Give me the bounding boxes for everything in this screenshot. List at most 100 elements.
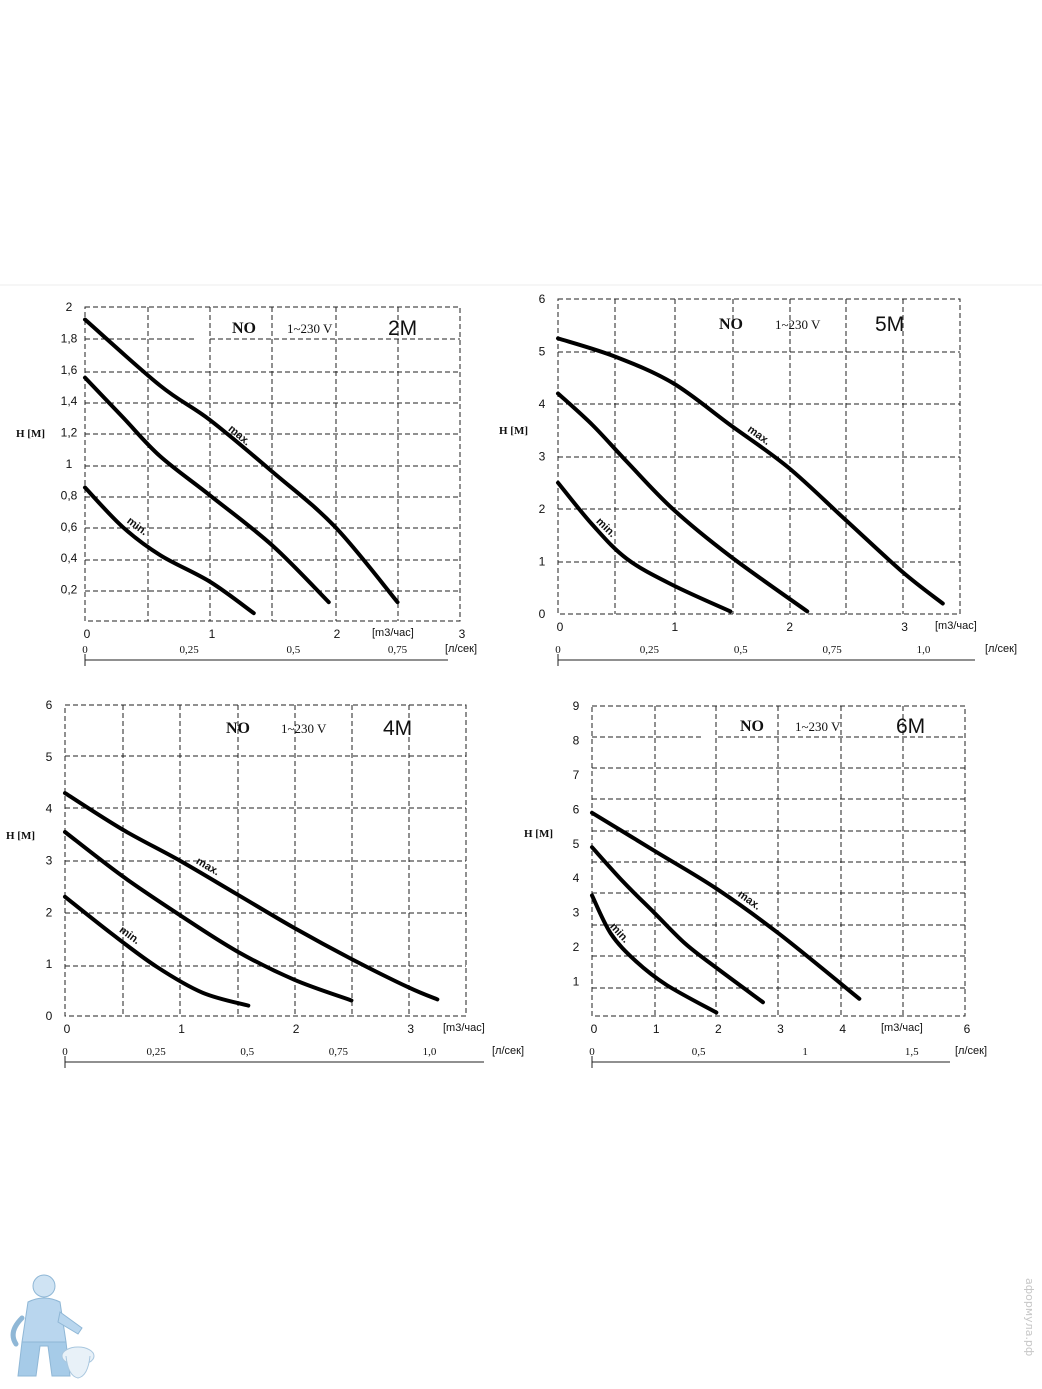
model-title: 5M bbox=[875, 313, 904, 336]
voltage-label: 1~230 V bbox=[775, 317, 821, 332]
x-axis-unit-m3h: [m3/час] bbox=[372, 627, 414, 639]
pump-curve-max bbox=[63, 791, 440, 1002]
pump-curve-mid bbox=[556, 391, 810, 614]
chart-5m: 0 1 2 3 4 5 6 H [M] 0 1 2 3 [m3/час] 0 0,25 0,5 0,75 1,0 [… bbox=[499, 292, 1017, 666]
x2-tick-label: 0,25 bbox=[147, 1046, 167, 1058]
pump-curve-mid bbox=[63, 829, 354, 1003]
x-tick-label: 0 bbox=[591, 1022, 598, 1036]
pump-curve-max bbox=[83, 317, 400, 605]
x2-tick-label: 0,5 bbox=[692, 1046, 706, 1058]
x-axis-unit-ls: [л/сек] bbox=[492, 1045, 524, 1057]
x2-tick-label: 1 bbox=[802, 1046, 808, 1058]
voltage-label: 1~230 V bbox=[795, 719, 841, 734]
y-tick-label: 1 bbox=[539, 555, 546, 569]
pump-curve-max bbox=[590, 810, 862, 1001]
y-tick-label: 0 bbox=[539, 607, 546, 621]
y-tick-label: 4 bbox=[539, 397, 546, 411]
pump-curve-mid bbox=[590, 845, 765, 1005]
curve-label-min: min. bbox=[117, 924, 142, 947]
y-tick-label: 1,6 bbox=[61, 363, 78, 377]
y-tick-label: 4 bbox=[46, 802, 53, 816]
pump-type-label: NO bbox=[740, 718, 764, 735]
y-tick-label: 9 bbox=[573, 699, 580, 713]
y-tick-label: 7 bbox=[573, 768, 580, 782]
y-tick-label: 0,2 bbox=[61, 583, 78, 597]
y-axis-label: H [M] bbox=[524, 828, 553, 840]
x-axis-unit-ls: [л/сек] bbox=[955, 1045, 987, 1057]
y-tick-label: 1,8 bbox=[61, 331, 78, 345]
y-axis-label: H [M] bbox=[16, 428, 45, 440]
pump-curve-min bbox=[556, 480, 733, 614]
x2-tick-label: 0 bbox=[62, 1046, 68, 1058]
x-tick-label: 2 bbox=[786, 620, 793, 634]
model-title: 4M bbox=[383, 717, 412, 740]
pump-type-label: NO bbox=[232, 320, 256, 337]
y-tick-label: 1,2 bbox=[61, 426, 78, 440]
pump-type-label: NO bbox=[226, 720, 250, 737]
plumber-mascot-logo bbox=[8, 1272, 98, 1387]
x-axis-unit-m3h: [m3/час] bbox=[443, 1022, 485, 1034]
x-tick-label: 0 bbox=[557, 620, 564, 634]
pump-curve-max bbox=[556, 336, 945, 606]
pump-curve-min bbox=[63, 894, 251, 1008]
watermark-text: аформула.рф bbox=[1023, 1278, 1036, 1357]
y-tick-label: 2 bbox=[539, 502, 546, 516]
y-tick-label: 2 bbox=[573, 940, 580, 954]
x2-tick-label: 0 bbox=[82, 644, 88, 656]
y-tick-label: 5 bbox=[573, 837, 580, 851]
x-tick-label: 0 bbox=[84, 627, 91, 641]
y-tick-label: 2 bbox=[66, 300, 73, 314]
model-title: 6M bbox=[896, 715, 925, 738]
x-tick-label: 1 bbox=[178, 1022, 185, 1036]
chart-4m: 0 1 2 3 4 5 6 H [M] 0 1 2 3 [m3/час] 0 0,25 0,5 0,75 1,0 [… bbox=[6, 698, 524, 1068]
x-tick-label: 2 bbox=[334, 627, 341, 641]
pump-curve-min bbox=[590, 893, 719, 1015]
y-tick-label: 0 bbox=[46, 1009, 53, 1023]
x2-tick-label: 0,25 bbox=[180, 644, 200, 656]
chart-2m: 0,2 0,4 0,6 0,8 1 1,2 1,4 1,6 1,8 2 H [M] 0 1 2 3 [m3/ч… bbox=[16, 300, 477, 666]
x2-tick-label: 0,5 bbox=[286, 644, 300, 656]
y-tick-label: 8 bbox=[573, 733, 580, 747]
x-tick-label: 2 bbox=[715, 1022, 722, 1036]
y-tick-label: 6 bbox=[573, 802, 580, 816]
x2-tick-label: 0,5 bbox=[240, 1046, 254, 1058]
y-axis-label: H [M] bbox=[499, 425, 528, 437]
pump-type-label: NO bbox=[719, 316, 743, 333]
y-tick-label: 3 bbox=[573, 906, 580, 920]
y-tick-label: 6 bbox=[539, 292, 546, 306]
x2-tick-label: 0,75 bbox=[822, 644, 842, 656]
y-tick-label: 0,4 bbox=[61, 551, 78, 565]
y-tick-label: 4 bbox=[573, 871, 580, 885]
x-axis-unit-m3h: [m3/час] bbox=[881, 1022, 923, 1034]
voltage-label: 1~230 V bbox=[287, 321, 333, 336]
model-title: 2M bbox=[388, 317, 417, 340]
y-tick-label: 0,8 bbox=[61, 488, 78, 502]
y-tick-label: 5 bbox=[46, 750, 53, 764]
x-tick-label: 0 bbox=[64, 1022, 71, 1036]
x2-tick-label: 0 bbox=[589, 1046, 595, 1058]
x2-tick-label: 0,75 bbox=[329, 1046, 349, 1058]
x-tick-label: 6 bbox=[964, 1022, 971, 1036]
y-tick-label: 0,6 bbox=[61, 520, 78, 534]
y-tick-label: 3 bbox=[539, 450, 546, 464]
x2-tick-label: 0,5 bbox=[734, 644, 748, 656]
x-tick-label: 3 bbox=[459, 627, 466, 641]
pump-curve-mid bbox=[83, 375, 331, 605]
voltage-label: 1~230 V bbox=[281, 721, 327, 736]
x2-tick-label: 0,25 bbox=[640, 644, 660, 656]
y-tick-label: 1 bbox=[573, 975, 580, 989]
x2-tick-label: 0,75 bbox=[388, 644, 408, 656]
x-axis-unit-m3h: [m3/час] bbox=[935, 620, 977, 632]
y-tick-label: 1 bbox=[46, 957, 53, 971]
x2-tick-label: 1,0 bbox=[917, 644, 931, 656]
x-tick-label: 3 bbox=[901, 620, 908, 634]
x-tick-label: 1 bbox=[672, 620, 679, 634]
x-tick-label: 1 bbox=[653, 1022, 660, 1036]
x-tick-label: 1 bbox=[209, 627, 216, 641]
x-tick-label: 2 bbox=[293, 1022, 300, 1036]
chart-6m: 1 2 3 4 5 6 7 8 9 H [M] 0 1 2 3 4 6 [m3/час] 0 0,5 1 1,5 [л/с… bbox=[524, 699, 987, 1068]
y-tick-label: 5 bbox=[539, 345, 546, 359]
y-tick-label: 1 bbox=[66, 457, 73, 471]
pump-curve-min bbox=[83, 485, 256, 616]
